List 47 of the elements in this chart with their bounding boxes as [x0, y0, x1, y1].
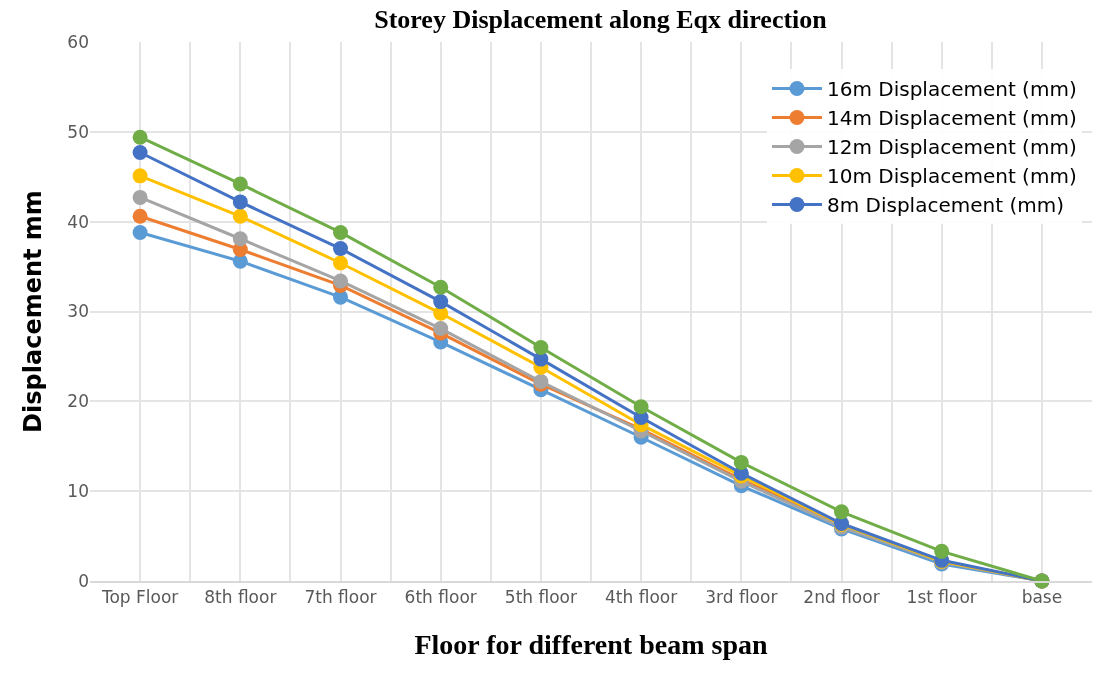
point: [333, 255, 348, 271]
x-tick-label: 7th floor: [304, 587, 377, 608]
point: [433, 279, 449, 295]
point: [232, 231, 248, 247]
point: [433, 294, 449, 310]
x-tick-label: 6th floor: [404, 587, 477, 608]
y-axis-title: Displacement mm: [19, 190, 48, 433]
x-tick-label: 2nd floor: [803, 587, 880, 608]
legend-label: 14m Displacement (mm): [826, 106, 1077, 131]
point: [834, 504, 849, 520]
x-tick-label: 5th floor: [504, 587, 577, 608]
legend-label: 10m Displacement (mm): [826, 164, 1077, 189]
point: [633, 399, 649, 415]
point: [132, 224, 148, 240]
y-tick-label: 50: [67, 121, 89, 142]
x-tick-label: 3rd floor: [705, 587, 778, 608]
point: [934, 543, 950, 559]
point: [232, 176, 248, 192]
legend-label: 16m Displacement (mm): [826, 77, 1077, 102]
x-tick-label: base: [1021, 587, 1063, 608]
point: [132, 189, 148, 205]
point: [232, 194, 248, 210]
legend-label: 12m Displacement (mm): [826, 135, 1077, 160]
y-tick-label: 20: [67, 391, 89, 412]
point: [733, 454, 749, 470]
point: [132, 168, 148, 184]
x-tick-label: 1st floor: [906, 587, 977, 608]
chart-title: Storey Displacement along Eqx direction: [374, 5, 828, 35]
point: [333, 241, 348, 257]
point: [132, 129, 148, 145]
point: [132, 208, 148, 224]
x-tick-label: 4th floor: [605, 587, 678, 608]
legend-label: 8m Displacement (mm): [826, 193, 1064, 218]
x-tick-label: Top Floor: [100, 587, 179, 608]
x-tick-label: 8th floor: [204, 587, 277, 608]
point: [232, 208, 248, 224]
point: [132, 145, 148, 160]
point: [333, 224, 348, 240]
y-tick-label: 0: [78, 570, 89, 591]
y-tick-label: 30: [67, 301, 89, 322]
y-tick-label: 10: [67, 481, 89, 502]
y-tick-label: 60: [67, 31, 89, 52]
y-tick-label: 40: [67, 211, 89, 232]
point: [533, 339, 549, 355]
x-axis-title: Floor for different beam span: [414, 629, 768, 660]
point: [433, 321, 449, 337]
point: [333, 273, 348, 289]
